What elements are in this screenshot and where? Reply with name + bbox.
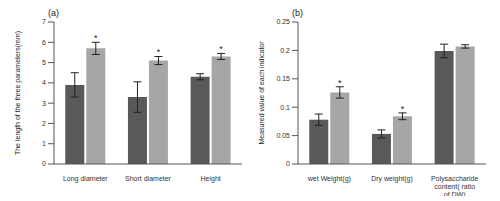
html-text:(a): (a) — [48, 8, 59, 18]
svg-text:0.05: 0.05 — [276, 132, 290, 139]
svg-text:0.15: 0.15 — [276, 75, 290, 82]
svg-text:*: * — [338, 78, 342, 88]
svg-text:0: 0 — [286, 160, 290, 167]
svg-text:wet Weight(g): wet Weight(g) — [307, 175, 351, 183]
svg-text:1: 1 — [42, 140, 46, 147]
svg-text:0.25: 0.25 — [276, 18, 290, 25]
html-text:(b): (b) — [292, 8, 303, 18]
svg-text:Short diameter: Short diameter — [125, 175, 172, 182]
svg-text:*: * — [401, 104, 405, 114]
svg-text:3: 3 — [42, 100, 46, 107]
svg-text:The length of the three parame: The length of the three parameters(mm) — [14, 31, 22, 155]
svg-text:2: 2 — [42, 120, 46, 127]
svg-text:6: 6 — [42, 39, 46, 46]
svg-text:0.1: 0.1 — [280, 104, 290, 111]
svg-text:0: 0 — [42, 160, 46, 167]
svg-text:4: 4 — [42, 79, 46, 86]
svg-text:*: * — [157, 47, 161, 57]
svg-text:Measured value of each indicat: Measured value of each indicator — [258, 41, 265, 145]
svg-text:Polysaccharidecontent( ratioof: Polysaccharidecontent( ratioof DW) — [431, 175, 479, 196]
svg-text:*: * — [219, 44, 223, 54]
svg-text:*: * — [94, 33, 98, 43]
svg-text:Long diameter: Long diameter — [63, 175, 108, 183]
svg-text:7: 7 — [42, 18, 46, 25]
svg-text:0.2: 0.2 — [280, 47, 290, 54]
svg-text:Height: Height — [201, 175, 221, 183]
svg-text:Dry weight(g): Dry weight(g) — [371, 175, 413, 183]
svg-text:5: 5 — [42, 59, 46, 66]
